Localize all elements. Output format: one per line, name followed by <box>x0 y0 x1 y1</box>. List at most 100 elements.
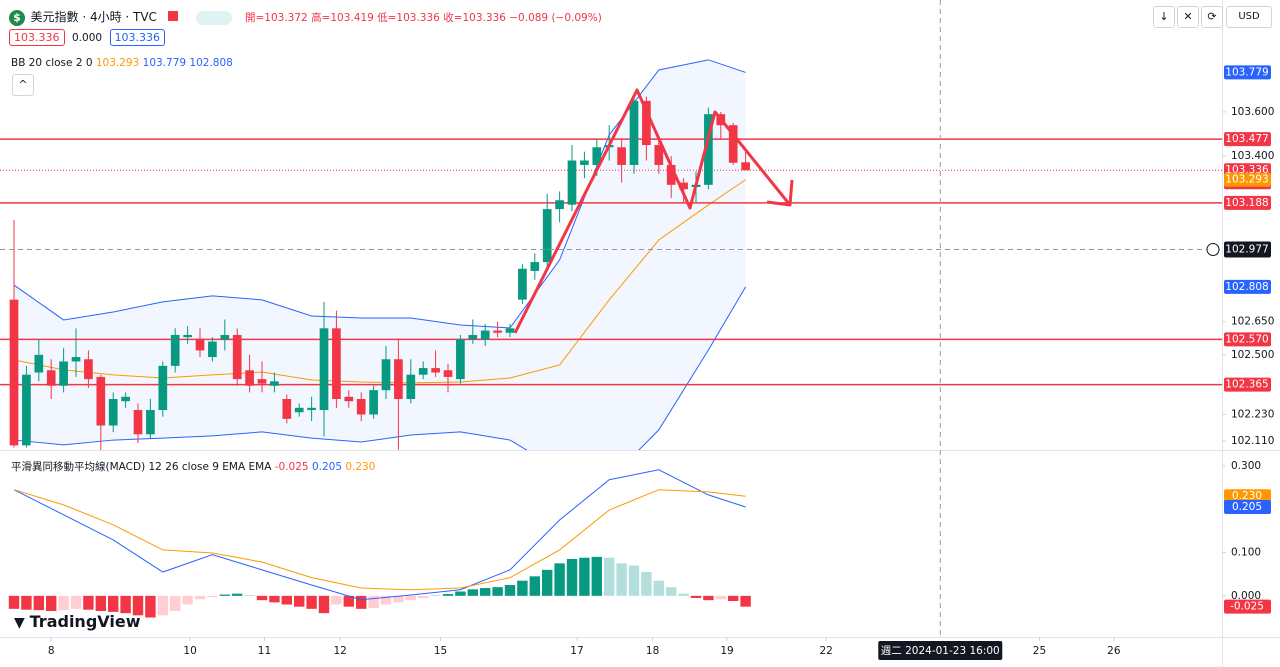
axis-label: 103.779 <box>1225 66 1268 78</box>
candle-body <box>195 339 205 351</box>
histogram-bar <box>405 595 417 601</box>
axis-label-bg <box>1224 599 1271 614</box>
axis-label: 103.477 <box>1225 133 1268 145</box>
candle-body <box>133 410 143 435</box>
histogram-bar <box>219 594 231 596</box>
status-pill[interactable] <box>195 11 232 25</box>
axis-label: 102.570 <box>1225 333 1268 345</box>
histogram-bar <box>727 595 739 602</box>
candle-body <box>518 268 527 300</box>
logo-text: TradingView <box>29 612 141 631</box>
candle-body <box>480 330 490 340</box>
down-button[interactable]: ↓ <box>1153 6 1175 28</box>
ohlc-row: 開=103.372 高=103.419 低=103.336 收=103.336 … <box>245 10 602 25</box>
histogram-bar <box>281 595 293 605</box>
axis-label: 102.365 <box>1225 379 1268 391</box>
candle-body <box>654 145 664 165</box>
candle-body <box>704 114 713 185</box>
ask[interactable]: 103.336 <box>109 29 166 46</box>
y-tick-label: 102.650 <box>1231 316 1274 328</box>
x-tick-label: 12 <box>333 645 346 657</box>
macd-hist: -0.025 <box>274 461 309 473</box>
candle-body <box>741 162 750 171</box>
candle-body <box>431 368 440 373</box>
histogram-bar <box>641 572 652 596</box>
histogram-bar <box>170 595 181 612</box>
candle-body <box>208 341 217 358</box>
currency-button[interactable]: USD <box>1226 6 1272 28</box>
flag-icon[interactable] <box>168 11 179 21</box>
drawing-zigzag <box>513 88 794 334</box>
candle-body <box>183 334 192 338</box>
crosshair-plus <box>1206 243 1220 257</box>
candle-body <box>666 164 676 185</box>
candle-body <box>270 381 279 386</box>
histogram-bar <box>21 595 32 610</box>
histogram-bar <box>368 595 379 608</box>
candle-body <box>418 368 428 375</box>
histogram-bar <box>244 594 255 596</box>
x-tick-label: 22 <box>820 645 833 657</box>
axis-label-bg <box>1224 65 1271 80</box>
x-tick-label: 10 <box>183 645 196 657</box>
histogram-bar <box>207 595 218 598</box>
candle-body <box>555 200 564 210</box>
bb-upper: 103.779 <box>142 57 187 69</box>
crosshair-x-label-bg <box>878 641 1003 660</box>
symbol: 美元指數 · 4小時 · TVC <box>30 10 157 24</box>
symbol-row: $ 美元指數 · 4小時 · TVC <box>9 8 232 26</box>
candle-body <box>592 147 602 165</box>
y-tick-label: 0.300 <box>1231 460 1261 472</box>
ohlc-open: 開=103.372 <box>245 12 308 24</box>
candle-body <box>505 328 515 333</box>
histogram-bar <box>318 595 330 614</box>
histogram-bar <box>479 588 491 596</box>
histogram-bar <box>132 595 144 616</box>
axis-label-bg <box>1224 500 1271 515</box>
histogram-bar <box>157 595 169 616</box>
ohlc-close: 收=103.336 <box>443 12 506 24</box>
candle-body <box>108 398 118 426</box>
refresh-button[interactable]: ⟳ <box>1201 6 1223 28</box>
candle-body <box>381 359 391 391</box>
candle-body <box>220 334 230 340</box>
candle-body <box>493 330 502 333</box>
x-tick-label: 11 <box>258 645 271 657</box>
fullscreen-button[interactable]: ✕ <box>1177 6 1199 28</box>
candle-body <box>34 354 44 373</box>
histogram-bar <box>591 556 603 596</box>
axis-label: 0.205 <box>1232 501 1262 513</box>
histogram-bar <box>628 565 640 596</box>
candle-body <box>332 328 341 399</box>
histogram-bar <box>393 595 404 603</box>
candle-body <box>158 365 168 411</box>
band-fill <box>14 59 746 450</box>
x-tick-label: 26 <box>1107 645 1121 657</box>
candle-body <box>456 339 465 380</box>
x-tick-label: 25 <box>1033 645 1046 657</box>
x-tick-label: 17 <box>570 645 583 657</box>
histogram-bar <box>517 580 528 596</box>
bid[interactable]: 103.336 <box>9 29 65 46</box>
histogram-bar <box>8 595 20 609</box>
axis-label-bg <box>1224 279 1271 294</box>
ohlc-low: 低=103.336 <box>377 12 440 24</box>
candle-body <box>679 182 688 190</box>
y-tick-label: 102.500 <box>1231 349 1274 361</box>
axis-label-bg <box>1224 377 1271 392</box>
histogram-bar <box>33 595 45 611</box>
y-tick-label: 102.110 <box>1231 435 1274 447</box>
candle-body <box>22 374 31 446</box>
histogram-bar <box>653 580 665 596</box>
candle-body <box>121 396 130 402</box>
histogram-bar <box>306 595 317 609</box>
histogram-bar <box>566 559 578 596</box>
axis-label: 102.808 <box>1225 281 1268 293</box>
collapse-button[interactable]: ^ <box>12 74 34 96</box>
candle-body <box>84 359 93 380</box>
crosshair-label-bg <box>1224 241 1271 258</box>
x-tick-label: 18 <box>646 645 659 657</box>
axis-label-bg <box>1224 172 1271 187</box>
